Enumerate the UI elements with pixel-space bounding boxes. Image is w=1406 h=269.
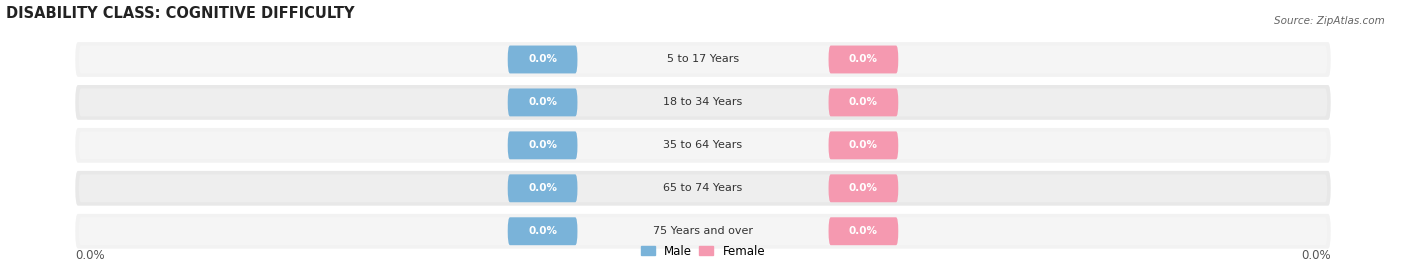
FancyBboxPatch shape xyxy=(76,171,1330,206)
Text: Source: ZipAtlas.com: Source: ZipAtlas.com xyxy=(1274,16,1385,26)
FancyBboxPatch shape xyxy=(508,45,578,73)
Text: DISABILITY CLASS: COGNITIVE DIFFICULTY: DISABILITY CLASS: COGNITIVE DIFFICULTY xyxy=(6,6,354,20)
FancyBboxPatch shape xyxy=(76,128,1330,163)
FancyBboxPatch shape xyxy=(828,131,898,159)
Text: 5 to 17 Years: 5 to 17 Years xyxy=(666,55,740,65)
FancyBboxPatch shape xyxy=(79,131,1327,159)
Text: 0.0%: 0.0% xyxy=(529,183,557,193)
FancyBboxPatch shape xyxy=(828,89,898,116)
Text: 0.0%: 0.0% xyxy=(529,97,557,107)
Legend: Male, Female: Male, Female xyxy=(636,240,770,262)
Text: 0.0%: 0.0% xyxy=(849,55,877,65)
FancyBboxPatch shape xyxy=(508,89,578,116)
FancyBboxPatch shape xyxy=(76,42,1330,77)
Text: 35 to 64 Years: 35 to 64 Years xyxy=(664,140,742,150)
FancyBboxPatch shape xyxy=(828,174,898,202)
Text: 0.0%: 0.0% xyxy=(849,140,877,150)
FancyBboxPatch shape xyxy=(76,214,1330,249)
Text: 65 to 74 Years: 65 to 74 Years xyxy=(664,183,742,193)
Text: 0.0%: 0.0% xyxy=(529,55,557,65)
Text: 0.0%: 0.0% xyxy=(849,97,877,107)
Text: 18 to 34 Years: 18 to 34 Years xyxy=(664,97,742,107)
FancyBboxPatch shape xyxy=(79,89,1327,116)
FancyBboxPatch shape xyxy=(76,85,1330,120)
FancyBboxPatch shape xyxy=(508,217,578,245)
Text: 75 Years and over: 75 Years and over xyxy=(652,226,754,236)
FancyBboxPatch shape xyxy=(508,131,578,159)
FancyBboxPatch shape xyxy=(828,45,898,73)
FancyBboxPatch shape xyxy=(828,217,898,245)
FancyBboxPatch shape xyxy=(508,174,578,202)
FancyBboxPatch shape xyxy=(79,217,1327,245)
Text: 0.0%: 0.0% xyxy=(529,226,557,236)
Text: 0.0%: 0.0% xyxy=(529,140,557,150)
Text: 0.0%: 0.0% xyxy=(1301,249,1330,262)
Text: 0.0%: 0.0% xyxy=(76,249,105,262)
Text: 0.0%: 0.0% xyxy=(849,183,877,193)
Text: 0.0%: 0.0% xyxy=(849,226,877,236)
FancyBboxPatch shape xyxy=(79,174,1327,202)
FancyBboxPatch shape xyxy=(79,45,1327,73)
